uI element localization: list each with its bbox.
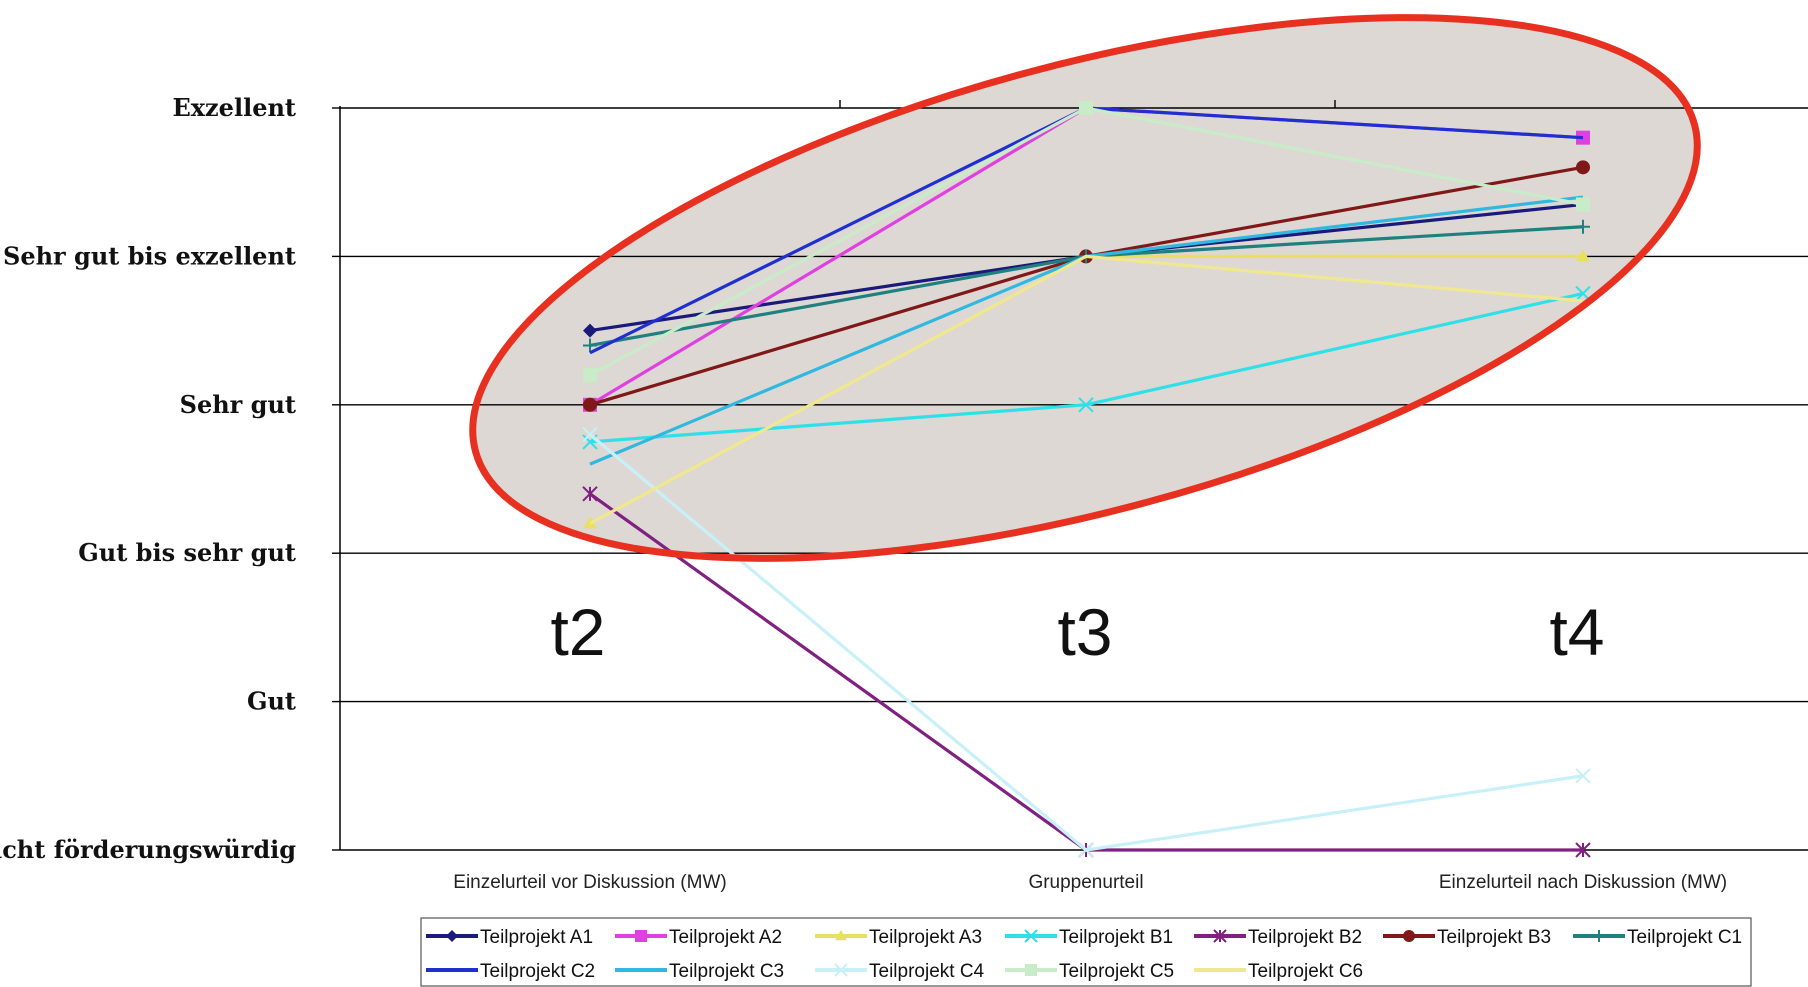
data-point bbox=[1576, 219, 1590, 234]
data-point bbox=[582, 486, 598, 502]
legend-label: Teilprojekt A1 bbox=[480, 927, 593, 948]
data-point bbox=[1576, 197, 1590, 212]
legend-label: Teilprojekt A2 bbox=[669, 927, 782, 948]
series-line bbox=[589, 254, 1584, 525]
series-line-group bbox=[582, 426, 1591, 858]
legend-box bbox=[420, 917, 1752, 987]
legend-item: Teilprojekt A2 bbox=[615, 927, 782, 948]
time-label: t4 bbox=[1549, 595, 1604, 669]
legend-item: Teilprojekt C1 bbox=[1573, 927, 1742, 948]
data-point bbox=[1593, 930, 1605, 942]
y-tick-label: Exzellent bbox=[172, 93, 296, 122]
data-point bbox=[446, 930, 458, 942]
series-line-group bbox=[583, 101, 1590, 383]
data-point bbox=[834, 963, 848, 977]
data-point bbox=[583, 323, 597, 338]
legend-label: Teilprojekt C4 bbox=[869, 961, 985, 982]
data-point bbox=[1575, 768, 1591, 784]
time-label: t3 bbox=[1057, 595, 1112, 669]
data-point bbox=[1576, 160, 1590, 175]
data-point bbox=[583, 338, 597, 353]
y-tick-label: Sehr gut bis exzellent bbox=[3, 241, 296, 270]
time-label: t2 bbox=[550, 595, 605, 669]
data-point bbox=[1025, 964, 1037, 976]
legend-label: Teilprojekt B2 bbox=[1248, 927, 1362, 948]
data-point bbox=[1575, 842, 1591, 858]
legend-label: Teilprojekt A3 bbox=[869, 927, 982, 948]
y-tick-label: Gut bis sehr gut bbox=[78, 538, 296, 567]
y-tick-label: Sehr gut bbox=[180, 390, 296, 419]
legend-item: Teilprojekt C2 bbox=[426, 961, 595, 982]
legend-label: Teilprojekt C1 bbox=[1627, 927, 1742, 948]
legend-label: Teilprojekt C5 bbox=[1059, 961, 1174, 982]
data-point bbox=[835, 930, 847, 941]
x-tick-label: Gruppenurteil bbox=[1028, 872, 1143, 893]
data-point bbox=[1078, 397, 1094, 413]
data-point bbox=[583, 397, 597, 412]
legend-item: Teilprojekt C5 bbox=[1005, 961, 1174, 982]
legend-item: Teilprojekt C3 bbox=[615, 961, 784, 982]
series-line-group bbox=[582, 285, 1591, 450]
legend-label: Teilprojekt C3 bbox=[669, 961, 784, 982]
y-tick-label: Nicht förderungswürdig bbox=[0, 835, 296, 864]
legend-item: Teilprojekt C4 bbox=[815, 961, 985, 982]
data-point bbox=[582, 426, 598, 443]
legend-label: Teilprojekt B1 bbox=[1059, 927, 1173, 948]
y-tick-label: Gut bbox=[247, 687, 296, 716]
data-point bbox=[1213, 929, 1227, 943]
x-tick-label: Einzelurteil nach Diskussion (MW) bbox=[1439, 872, 1727, 893]
series-line-group bbox=[589, 254, 1584, 525]
data-point bbox=[583, 368, 597, 383]
legend-label: Teilprojekt C6 bbox=[1248, 961, 1363, 982]
legend-item: Teilprojekt C6 bbox=[1194, 961, 1363, 982]
highlight-ellipse-fill bbox=[472, 17, 1698, 559]
legend-item: Teilprojekt B3 bbox=[1383, 927, 1551, 948]
data-point bbox=[1079, 101, 1093, 115]
data-point bbox=[1024, 929, 1038, 943]
data-point bbox=[1403, 930, 1415, 942]
highlight-ellipse-outline bbox=[469, 14, 1701, 562]
legend-label: Teilprojekt C2 bbox=[480, 961, 595, 982]
data-point bbox=[1576, 249, 1590, 262]
legend-item: Teilprojekt B2 bbox=[1194, 927, 1362, 948]
data-point bbox=[635, 930, 647, 942]
legend-item: Teilprojekt A1 bbox=[426, 927, 593, 948]
data-point bbox=[1078, 842, 1094, 858]
x-tick-label: Einzelurteil vor Diskussion (MW) bbox=[453, 872, 726, 893]
legend-label: Teilprojekt B3 bbox=[1437, 927, 1551, 948]
legend-item: Teilprojekt A3 bbox=[815, 927, 982, 948]
legend-item: Teilprojekt B1 bbox=[1005, 927, 1173, 948]
